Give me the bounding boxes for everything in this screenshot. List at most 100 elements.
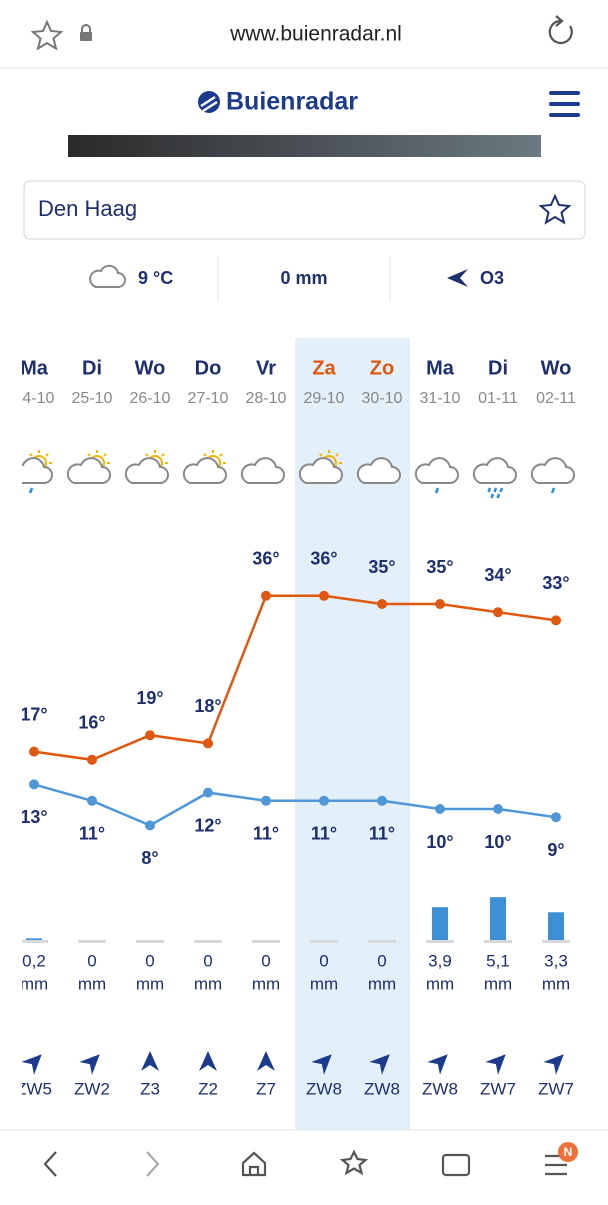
temperature-line xyxy=(33,783,557,827)
cloud-icon xyxy=(472,457,517,484)
temperature-label: 35° xyxy=(368,557,395,577)
temperature-label: 34° xyxy=(484,565,511,585)
temperature-label: 12° xyxy=(194,815,221,835)
bookmark-icon[interactable] xyxy=(30,19,64,51)
day-name: Di xyxy=(488,357,508,379)
cloud-icon xyxy=(182,457,227,484)
temperature-point xyxy=(435,599,445,609)
rain-unit: mm xyxy=(78,974,106,993)
rain-baseline xyxy=(310,940,338,943)
rain-label: 3,3 xyxy=(544,951,568,970)
rain-label: 3,9 xyxy=(428,951,452,970)
rain-drop xyxy=(550,487,556,494)
home-icon[interactable] xyxy=(241,1151,267,1177)
temperature-label: 10° xyxy=(426,832,453,852)
wind-arrow xyxy=(369,1054,390,1075)
temperature-point xyxy=(203,738,213,749)
temperature-point xyxy=(145,730,155,741)
temperature-point xyxy=(203,787,213,798)
rain-unit: mm xyxy=(426,974,454,993)
rain-bar xyxy=(26,938,42,940)
rain-bar xyxy=(432,907,448,940)
tabs-icon[interactable] xyxy=(441,1153,471,1177)
temperature-label: 11° xyxy=(79,824,105,844)
url[interactable]: www.buienradar.nl xyxy=(229,23,402,46)
logo-stripes xyxy=(200,95,218,113)
cloud-icon xyxy=(356,457,401,484)
reload-arrow xyxy=(555,15,564,27)
rain-baseline xyxy=(426,940,454,943)
temperature-point xyxy=(145,820,155,831)
lock-icon xyxy=(80,32,92,41)
wind-label: ZW7 xyxy=(480,1079,516,1098)
rain-label: 0 xyxy=(377,951,386,970)
temperature-label: 8° xyxy=(141,848,158,868)
rain-label: 0 xyxy=(319,951,328,970)
day-name: Zo xyxy=(370,357,394,379)
wind-arrow xyxy=(199,1051,217,1071)
rain-unit: mm xyxy=(310,974,338,993)
rain-baseline xyxy=(194,940,222,943)
rain-drop xyxy=(28,487,34,494)
logo[interactable]: Buienradar xyxy=(226,88,358,116)
day-name: Ma xyxy=(20,357,49,379)
rain-label: 0 xyxy=(145,951,154,970)
sun-ray xyxy=(319,453,323,457)
sun-ray xyxy=(103,453,107,457)
rain-baseline xyxy=(136,940,164,943)
bookmarks-icon[interactable] xyxy=(339,1149,369,1176)
rain-baseline xyxy=(252,940,280,943)
date: 26-10 xyxy=(130,390,171,407)
favorite-icon[interactable] xyxy=(538,193,572,225)
temperature-label: 33° xyxy=(542,573,569,593)
date: 02-11 xyxy=(536,390,576,407)
wind-label: ZW8 xyxy=(306,1079,342,1098)
lock-shackle xyxy=(81,24,91,32)
forward-icon[interactable] xyxy=(146,1151,160,1177)
wind-arrow xyxy=(485,1054,506,1075)
rain-baseline xyxy=(542,940,570,943)
current-temp: 9 °C xyxy=(138,268,173,288)
cloud-icon xyxy=(89,264,126,288)
wind-label: Z3 xyxy=(140,1079,160,1098)
menu-icon[interactable] xyxy=(549,91,580,117)
temperature-point xyxy=(319,795,329,806)
wind-arrow xyxy=(257,1051,275,1071)
rain-drop xyxy=(496,493,501,499)
date: 27-10 xyxy=(188,390,229,407)
date: 24-10 xyxy=(14,390,55,407)
location: Den Haag xyxy=(38,196,137,221)
advertisement[interactable] xyxy=(68,135,541,157)
cloud-icon xyxy=(240,457,285,484)
rain-bar xyxy=(490,897,506,940)
reload-icon[interactable] xyxy=(548,19,573,45)
temperature-line xyxy=(33,594,557,762)
cloud-icon xyxy=(22,457,53,484)
rain-baseline xyxy=(484,940,512,943)
cloud-icon xyxy=(414,457,459,484)
back-icon[interactable] xyxy=(43,1151,57,1177)
day-name: Ma xyxy=(426,357,455,379)
wind-label: Z2 xyxy=(198,1079,218,1098)
temperature-label: 13° xyxy=(20,807,47,827)
rain-baseline xyxy=(368,940,396,943)
badge xyxy=(558,1142,578,1162)
sun-ray xyxy=(161,453,165,457)
temperature-point xyxy=(551,615,561,626)
rain-label: 5,1 xyxy=(486,951,510,970)
temperature-point xyxy=(435,804,445,814)
current-wind: O3 xyxy=(480,268,504,288)
wind-label: ZW7 xyxy=(538,1079,574,1098)
location-box[interactable] xyxy=(23,180,586,240)
rain-unit: mm xyxy=(20,974,48,993)
day-name: Za xyxy=(312,357,336,379)
sun-ray xyxy=(203,453,207,457)
cloud-icon xyxy=(66,457,111,484)
rain-unit: mm xyxy=(542,974,570,993)
cloud-icon xyxy=(298,457,343,484)
wind-arrow xyxy=(447,269,468,287)
temperature-point xyxy=(319,590,329,601)
wind-label: ZW2 xyxy=(74,1079,110,1098)
